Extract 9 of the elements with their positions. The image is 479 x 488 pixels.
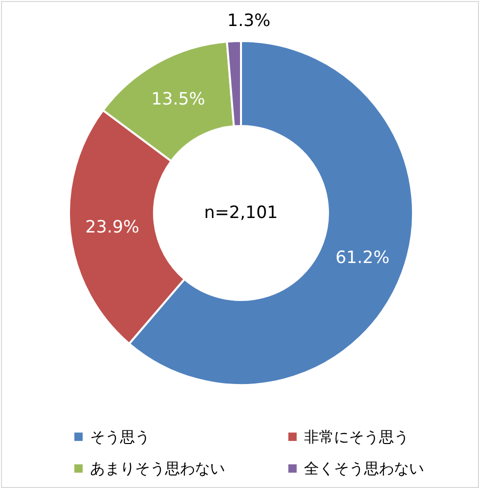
data-label: 13.5% [151,90,206,110]
data-label: 1.3% [227,11,270,32]
text: n=2,101 [204,203,278,223]
legend-label: 全くそう思わない [304,460,424,478]
legend-label: そう思う [90,428,150,446]
data-label: 61.2% [335,248,390,268]
legend-label: あまりそう思わない [90,460,225,478]
legend-label: 非常にそう思う [304,428,409,446]
data-label: 23.9% [85,217,140,238]
